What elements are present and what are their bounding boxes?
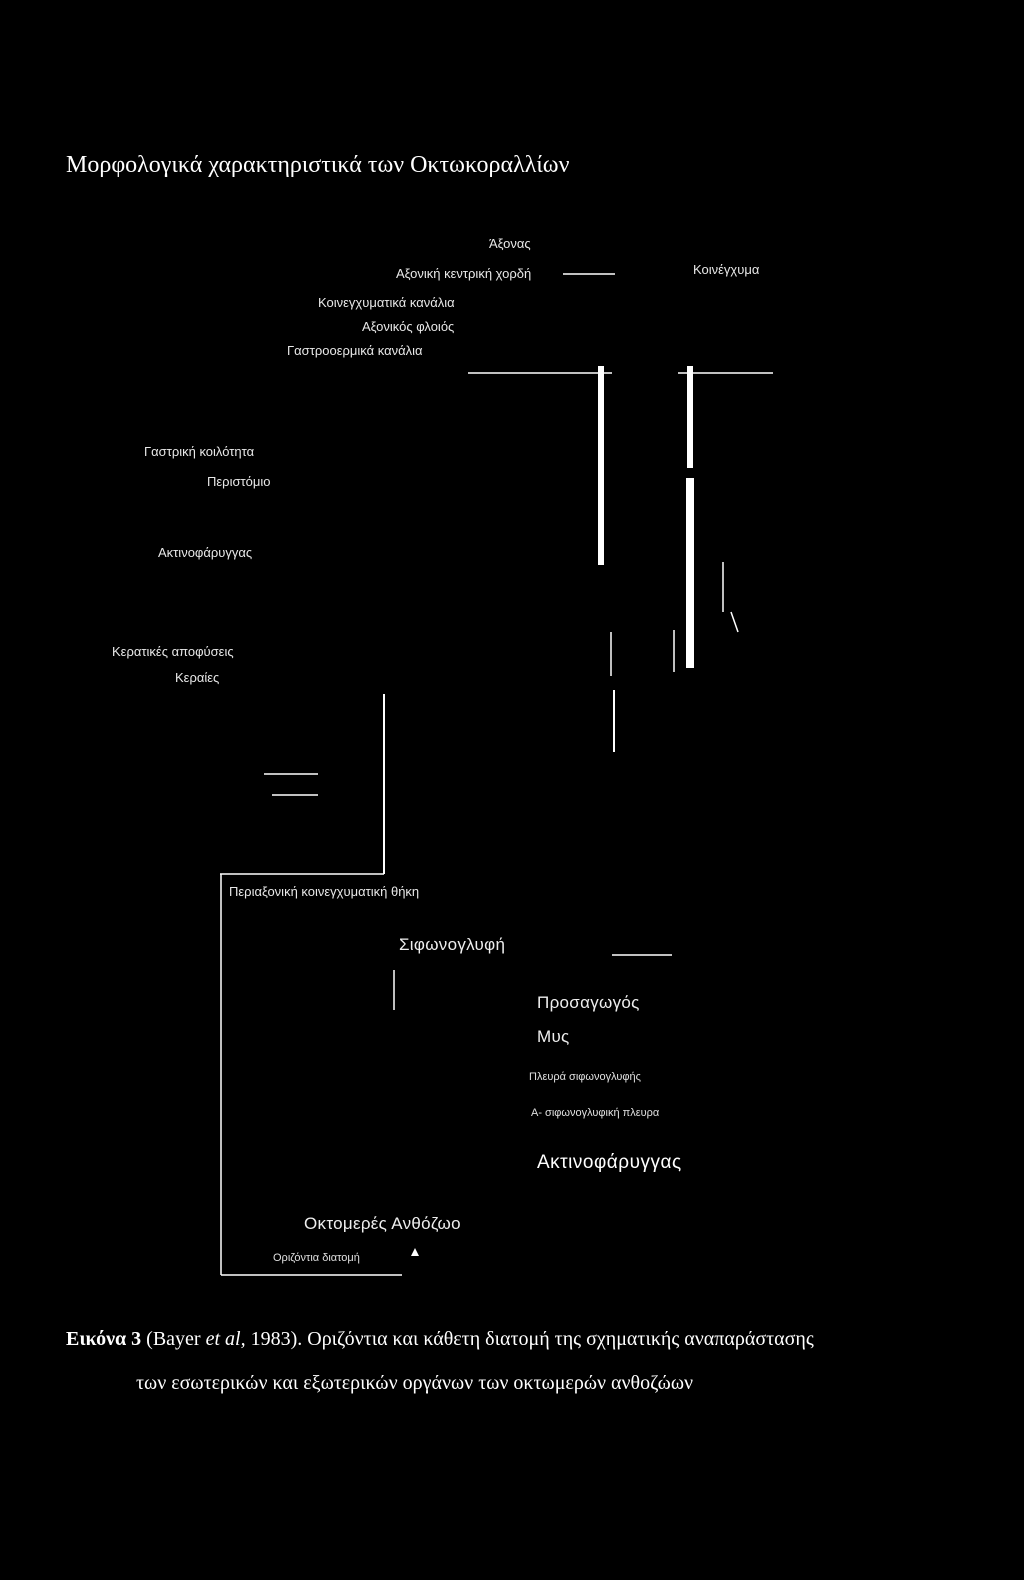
caption-label: Εικόνα 3 <box>66 1328 142 1350</box>
label-pharynx-top: Ακτινοφάρυγγας <box>158 545 253 560</box>
label-gastric-cavity: Γαστρική κοιλότητα <box>144 444 255 459</box>
label-siphonoglyph-side: Πλευρά σιφωνογλυφής <box>529 1071 641 1083</box>
label-axonas: Άξονας <box>489 236 531 251</box>
label-peristome: Περιστόμιο <box>207 474 271 489</box>
caption-text-b: 1983). Οριζόντια και κάθετη διατομή της … <box>245 1328 814 1350</box>
label-coenenchymal-canals: Κοινεγχυματικά κανάλια <box>318 295 455 310</box>
label-asiphonoglyph-side: Α- σιφωνογλυφική πλευρα <box>531 1107 660 1119</box>
label-siphonoglyph: Σιφωνογλυφή <box>399 935 506 954</box>
label-axial-chord: Αξονική κεντρική χορδή <box>396 266 532 281</box>
label-tentacle-outgrowths: Κερατικές αποφύσεις <box>112 644 234 659</box>
label-axial-cortex: Αξονικός φλοιός <box>362 319 455 334</box>
label-horizontal-section: Οριζόντια διατομή <box>273 1252 360 1264</box>
caption-text-a: (Bayer <box>141 1328 206 1350</box>
marker-triangle <box>411 1248 419 1256</box>
label-octomerous-anthozoan: Οκτομερές Ανθόζωο <box>304 1214 461 1233</box>
label-retractor: Προσαγωγός <box>537 993 640 1012</box>
figure-caption: Εικόνα 3 (Bayer et al, 1983). Οριζόντια … <box>66 1328 814 1351</box>
caption-italic: et al, <box>205 1328 246 1350</box>
page-title: Μορφολογικά χαρακτηριστικά των Οκτωκοραλ… <box>66 152 570 178</box>
label-periaxial-sheath: Περιαξονική κοινεγχυματική θήκη <box>229 884 420 899</box>
label-muscle: Μυς <box>537 1027 570 1046</box>
figure-caption-line2: των εσωτερικών και εξωτερικών οργάνων τω… <box>136 1372 694 1394</box>
thin-slant-e <box>730 611 739 633</box>
label-pharynx-bottom: Ακτινοφάρυγγας <box>537 1152 682 1173</box>
label-gastrodermal-canals: Γαστροοερμικά κανάλια <box>287 343 423 358</box>
label-koinenchyma: Κοινέγχυμα <box>693 262 760 277</box>
label-tentacles: Κεραίες <box>175 670 220 685</box>
